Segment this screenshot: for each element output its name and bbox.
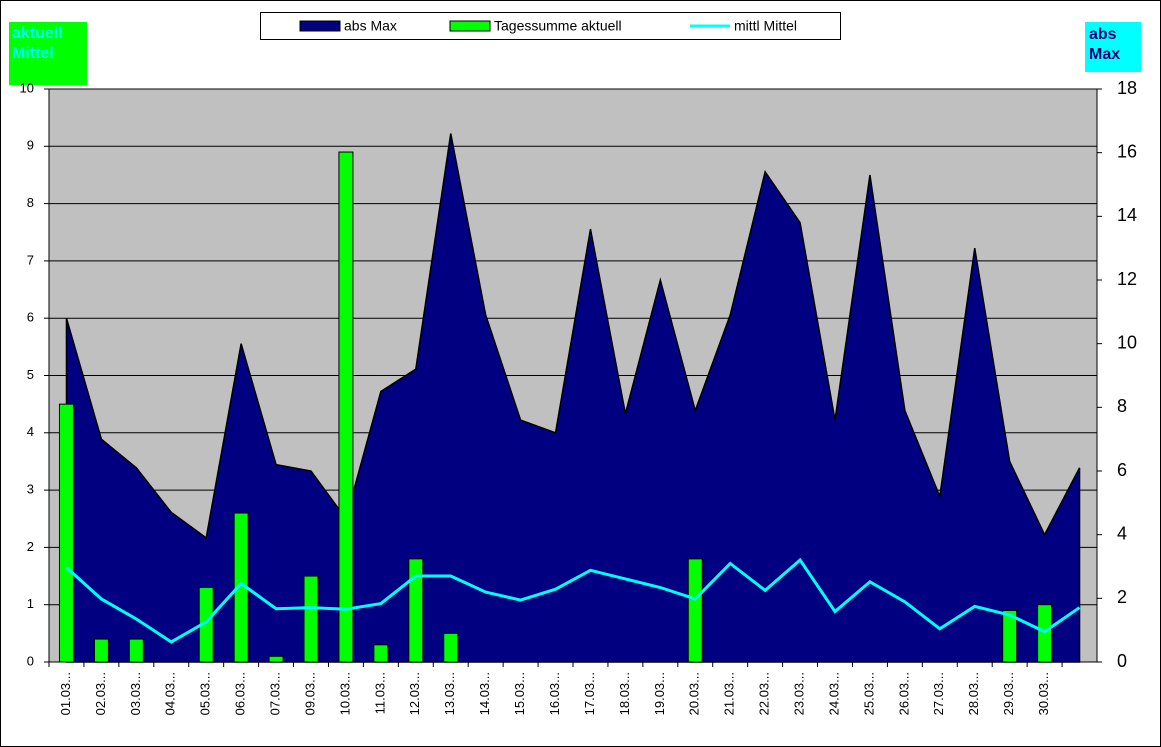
x-tick-label: 21.03...	[722, 672, 737, 715]
y-tick-label: 2	[27, 539, 34, 554]
bar	[408, 558, 424, 663]
y2-tick-label: 0	[1117, 651, 1127, 671]
bar	[303, 575, 319, 663]
y2-tick-label: 6	[1117, 460, 1127, 480]
y2-tick-label: 16	[1117, 141, 1137, 161]
x-tick-label: 10.03...	[337, 672, 352, 715]
legend-label: mittl Mittel	[734, 18, 797, 34]
legend-swatch	[449, 20, 491, 32]
y2-tick-label: 10	[1117, 332, 1137, 352]
x-tick-label: 02.03...	[93, 672, 108, 715]
y-tick-label: 7	[27, 252, 34, 267]
y-tick-label: 10	[20, 80, 34, 95]
y-tick-label: 3	[27, 482, 34, 497]
legend-swatch	[299, 20, 341, 32]
y-tick-label: 1	[27, 596, 34, 611]
y2-tick-label: 4	[1117, 523, 1127, 543]
x-tick-label: 28.03...	[966, 672, 981, 715]
x-tick-label: 13.03...	[442, 672, 457, 715]
x-tick-label: 19.03...	[652, 672, 667, 715]
line	[65, 557, 1081, 644]
y-tick-label: 6	[27, 310, 34, 325]
x-tick-label: 29.03...	[1001, 672, 1016, 715]
y2-axis-label: abs Max	[1089, 26, 1121, 63]
bar	[58, 403, 74, 663]
x-tick-label: 22.03...	[757, 672, 772, 715]
y-tick-label: 9	[27, 138, 34, 153]
x-tick-label: 12.03...	[407, 672, 422, 715]
x-tick-label: 15.03...	[512, 672, 527, 715]
x-tick-label: 30.03...	[1036, 672, 1051, 715]
legend-label: abs Max	[344, 18, 397, 34]
y2-tick-label: 2	[1117, 587, 1127, 607]
y-tick-label: 0	[27, 653, 34, 668]
bar	[93, 638, 109, 663]
x-tick-label: 11.03...	[372, 672, 387, 714]
y2-tick-label: 12	[1117, 269, 1137, 289]
legend-label: Tagessumme aktuell	[494, 18, 622, 34]
bar	[687, 558, 703, 663]
x-tick-label: 16.03...	[547, 672, 562, 715]
bar	[338, 151, 354, 663]
x-tick-label: 14.03...	[477, 672, 492, 715]
x-tick-label: 17.03...	[582, 672, 597, 715]
x-tick-label: 27.03...	[931, 672, 946, 715]
x-tick-label: 25.03...	[861, 672, 876, 715]
bar	[268, 655, 284, 663]
y2-axis-label-box	[1085, 22, 1141, 72]
y2-axis-label-wrap: abs Max	[1089, 26, 1121, 63]
x-tick-label: 04.03...	[163, 672, 178, 715]
bar	[373, 644, 389, 663]
y-tick-label: 5	[27, 367, 34, 382]
y2-tick-label: 18	[1117, 78, 1137, 98]
x-tick-label: 24.03...	[826, 672, 841, 715]
legend	[260, 12, 841, 40]
bar	[1037, 604, 1053, 663]
y-tick-label: 8	[27, 195, 34, 210]
y2-tick-label: 8	[1117, 396, 1127, 416]
x-tick-label: 20.03...	[687, 672, 702, 715]
area	[65, 133, 1081, 663]
y-axis-label-box	[9, 22, 87, 85]
bar	[443, 632, 459, 663]
x-tick-label: 26.03...	[896, 672, 911, 715]
y-axis-label-wrap: aktuell Mittel	[12, 25, 63, 62]
x-tick-label: 01.03...	[58, 672, 73, 715]
y-tick-label: 4	[27, 424, 34, 439]
x-tick-label: 06.03...	[233, 672, 248, 715]
bar	[128, 638, 144, 663]
x-tick-label: 03.03...	[128, 672, 143, 715]
x-tick-label: 07.03...	[268, 672, 283, 715]
x-tick-label: 18.03...	[617, 672, 632, 715]
y2-tick-label: 14	[1117, 205, 1137, 225]
x-tick-label: 05.03...	[198, 672, 213, 715]
x-tick-label: 23.03...	[792, 672, 807, 715]
y-axis-label: aktuell Mittel	[12, 25, 63, 62]
x-tick-label: 09.03...	[302, 672, 317, 715]
